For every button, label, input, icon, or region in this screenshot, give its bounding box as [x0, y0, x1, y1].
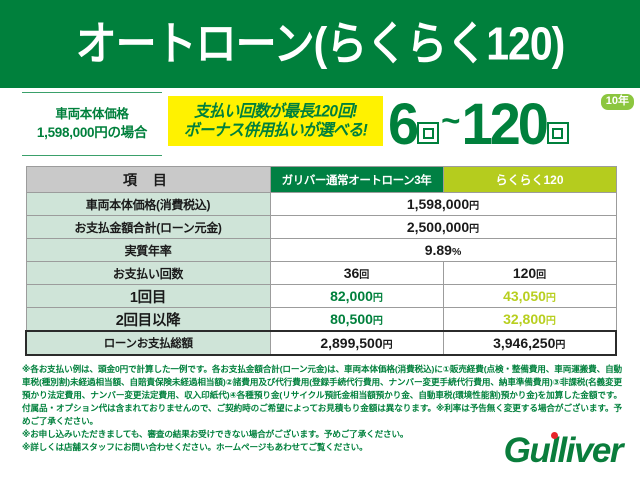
vehicle-price-amount: 1,598,000円の場合: [36, 125, 148, 141]
table-row: 車両本体価格(消費税込) 1,598,000円: [25, 192, 617, 216]
row-value-plan-a: 36回: [269, 261, 444, 285]
fine-print-block-2: ※お申し込みいただきましても、審査の結果お受けできない場合がございます。予めご了…: [22, 429, 409, 440]
row-value-plan-a: 80,500円: [269, 307, 444, 332]
row-label: 実質年率: [25, 238, 271, 262]
table-header-row: 項 目 ガリバー通常オートローン3年 らくらく120: [25, 166, 617, 193]
page-title: オートローン(らくらく120): [75, 17, 566, 70]
row-label: 車両本体価格(消費税込): [25, 192, 271, 216]
row-label: ローンお支払総額: [25, 330, 271, 356]
row-value-plan-b: 3,946,250円: [442, 330, 617, 356]
column-header-plan-a: ガリバー通常オートローン3年: [269, 166, 444, 193]
page-header: オートローン(らくらく120): [0, 0, 640, 88]
row-value-merged: 9.89%: [269, 238, 617, 262]
range-from-value: 6: [388, 90, 419, 157]
table-row: お支払金額合計(ローン元金) 2,500,000円: [25, 215, 617, 239]
payment-range-display: 6 ~ 120 10年: [388, 88, 638, 160]
row-value-plan-a: 2,899,500円: [269, 330, 444, 356]
table-row: 2回目以降 80,500円 32,800円: [25, 307, 617, 332]
table-row-total: ローンお支払総額 2,899,500円 3,946,250円: [25, 330, 617, 356]
row-value-plan-a: 82,000円: [269, 284, 444, 308]
row-label: 1回目: [25, 284, 271, 308]
column-header-item: 項 目: [25, 166, 271, 193]
promo-strip: 車両本体価格 1,598,000円の場合 支払い回数が最長120回! ボーナス併…: [0, 88, 640, 160]
table-row: 実質年率 9.89%: [25, 238, 617, 262]
row-value-merged: 1,598,000円: [269, 192, 617, 216]
row-label: 2回目以降: [25, 307, 271, 332]
table-row: 1回目 82,000円 43,050円: [25, 284, 617, 308]
kai-unit-icon: [546, 122, 569, 144]
fine-print-block-1: ※各お支払い例は、頭金0円で計算した一例です。各お支払金額合計(ローン元金)は、…: [22, 364, 622, 427]
ten-year-badge: 10年: [600, 94, 634, 110]
row-label: お支払金額合計(ローン元金): [25, 215, 271, 239]
gulliver-logo: Gulliver: [503, 431, 624, 470]
promo-highlight-line2: ボーナス併用払いが選べる!: [183, 121, 368, 140]
promo-highlight-line1: 支払い回数が最長120回!: [194, 102, 357, 121]
vehicle-price-note: 車両本体価格 1,598,000円の場合: [22, 92, 162, 156]
row-value-plan-b: 43,050円: [442, 284, 617, 308]
row-value-plan-b: 32,800円: [442, 307, 617, 332]
promo-highlight-box: 支払い回数が最長120回! ボーナス併用払いが選べる!: [168, 96, 383, 146]
table-row: お支払い回数 36回 120回: [25, 261, 617, 285]
fine-print-block-3: ※詳しくは店舗スタッフにお問い合わせください。ホームページもあわせてご覧ください…: [22, 442, 368, 453]
logo-text: Gulliver: [503, 431, 624, 470]
range-separator: ~: [441, 101, 461, 139]
kai-unit-icon: [417, 122, 440, 144]
vehicle-price-label: 車両本体価格: [55, 107, 129, 122]
row-value-merged: 2,500,000円: [269, 215, 617, 239]
logo-dot-icon: [551, 432, 558, 439]
row-label: お支払い回数: [25, 261, 271, 285]
column-header-plan-b: らくらく120: [442, 166, 617, 193]
row-value-plan-b: 120回: [442, 261, 617, 285]
range-to-value: 120: [461, 90, 548, 157]
fine-print: ※各お支払い例は、頭金0円で計算した一例です。各お支払金額合計(ローン元金)は、…: [22, 363, 622, 454]
loan-comparison-table: 項 目 ガリバー通常オートローン3年 らくらく120 車両本体価格(消費税込) …: [25, 166, 617, 356]
